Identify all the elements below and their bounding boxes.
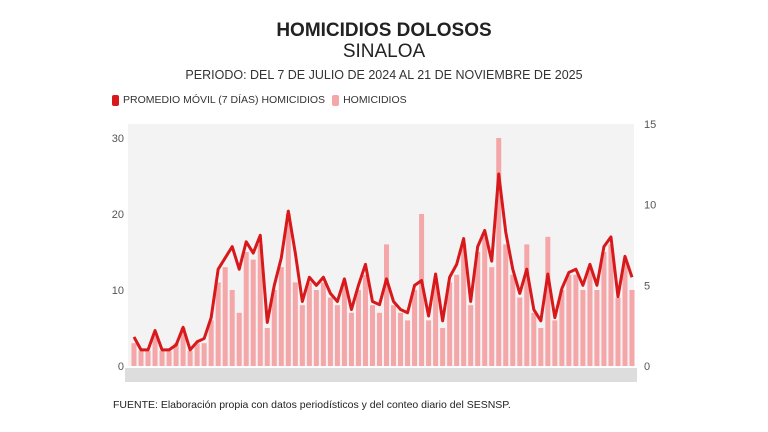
legend-swatch-line (112, 94, 119, 106)
bar (461, 244, 467, 366)
bar (440, 328, 446, 366)
bar (145, 350, 151, 366)
bar (503, 244, 509, 366)
right-axis-tick: 10 (644, 200, 656, 212)
right-axis-tick: 5 (644, 280, 650, 292)
bar (180, 328, 186, 366)
bar (250, 259, 256, 366)
chart-subtitle: SINALOA (342, 41, 426, 62)
bar (587, 267, 593, 366)
bar (454, 274, 460, 366)
legend: PROMEDIO MÓVIL (7 DÍAS) HOMICIDIOS HOMIC… (112, 94, 407, 106)
bar (531, 312, 537, 366)
bar (313, 290, 319, 366)
bar (264, 328, 270, 366)
bar (166, 350, 172, 366)
bar (215, 282, 221, 366)
bar (187, 350, 193, 366)
bar (573, 274, 579, 366)
bar (412, 290, 418, 366)
bar (594, 290, 600, 366)
bar (419, 214, 425, 366)
legend-label-line: PROMEDIO MÓVIL (7 DÍAS) HOMICIDIOS (123, 94, 326, 106)
bar (222, 267, 228, 366)
bar (320, 282, 326, 366)
bar (362, 274, 368, 366)
bar (152, 335, 158, 366)
left-axis-tick: 10 (112, 285, 124, 297)
bar (292, 282, 298, 366)
bar (194, 343, 200, 366)
bar (229, 290, 235, 366)
chart-period: PERIODO: DEL 7 DE JULIO DE 2024 AL 21 DE… (185, 68, 583, 82)
x-axis-tick-labels (125, 368, 637, 382)
bar (580, 290, 586, 366)
bar (468, 305, 474, 366)
bar (376, 312, 382, 366)
moving-average-line (132, 172, 634, 352)
bar (348, 312, 354, 366)
bar (173, 343, 179, 366)
bar (405, 320, 411, 366)
bar (538, 328, 544, 366)
bar (369, 305, 375, 366)
left-axis-tick: 0 (118, 361, 124, 373)
bar (517, 297, 523, 366)
bar (138, 350, 144, 366)
bar (566, 274, 572, 366)
bars-group (131, 138, 635, 366)
bar (447, 282, 453, 366)
right-axis-tick: 15 (644, 119, 656, 131)
bar (510, 274, 516, 366)
bar (355, 290, 361, 366)
left-axis-tick: 20 (112, 209, 124, 221)
bar (552, 320, 558, 366)
right-axis-tick: 0 (644, 361, 650, 373)
bar (601, 252, 607, 366)
source-note: FUENTE: Elaboración propia con datos per… (113, 399, 511, 411)
bar (615, 297, 621, 366)
bar (475, 252, 481, 366)
bar (236, 312, 242, 366)
bar (608, 244, 614, 366)
bar (559, 290, 565, 366)
bar (341, 282, 347, 366)
bar (482, 236, 488, 366)
bar (285, 214, 291, 366)
bar (524, 244, 530, 366)
legend-label-bars: HOMICIDIOS (343, 94, 407, 106)
bar (489, 267, 495, 366)
bar (496, 138, 502, 366)
bar (299, 305, 305, 366)
bar (208, 320, 214, 366)
bar (334, 305, 340, 366)
bar (398, 312, 404, 366)
bar (306, 282, 312, 366)
bar (327, 297, 333, 366)
bar (545, 236, 551, 366)
bar (433, 282, 439, 366)
bar (629, 290, 635, 366)
bar (257, 244, 263, 366)
bar (159, 350, 165, 366)
bar (131, 343, 137, 366)
bar (243, 252, 249, 366)
chart-title: HOMICIDIOS DOLOSOS (276, 20, 492, 41)
left-axis-tick: 30 (112, 133, 124, 145)
bar (426, 320, 432, 366)
bar (391, 305, 397, 366)
legend-swatch-bars (332, 94, 340, 106)
bar (271, 290, 277, 366)
bar (384, 244, 390, 366)
bar (201, 343, 207, 366)
bar (278, 267, 284, 366)
bar (622, 259, 628, 366)
